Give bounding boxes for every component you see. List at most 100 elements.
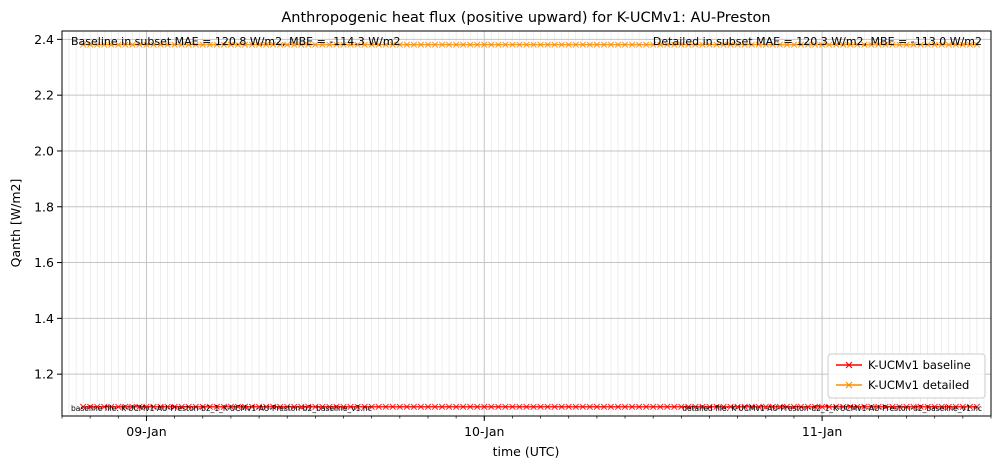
data-point [269, 41, 277, 48]
data-point [973, 403, 981, 410]
data-point [474, 403, 481, 410]
data-point [544, 41, 551, 48]
annotation-detailed-stats: Detailed in subset MAE = 120.3 W/m2, MBE… [653, 35, 982, 48]
data-point [79, 403, 87, 410]
data-point [354, 41, 361, 48]
annotation-baseline-file: baseline file: K-UCMv1-AU-Preston-b2_1_K… [71, 404, 372, 413]
x-tick-label: 09-Jan [126, 424, 166, 439]
data-point [326, 403, 333, 410]
data-point [136, 41, 143, 48]
data-point [882, 41, 889, 48]
data-point [284, 403, 291, 410]
data-point [818, 403, 826, 410]
data-point [825, 403, 833, 410]
data-point [396, 403, 403, 410]
plot-frame [61, 30, 992, 417]
data-point [86, 41, 94, 48]
data-point [150, 403, 157, 410]
data-point [664, 41, 671, 48]
data-point [621, 41, 629, 48]
data-point [347, 41, 354, 48]
data-point [213, 403, 220, 410]
data-point [741, 403, 748, 410]
data-point [185, 41, 192, 48]
data-point [333, 403, 340, 410]
data-point [269, 403, 277, 410]
data-point [277, 403, 284, 410]
data-point [607, 41, 615, 48]
data-point [382, 41, 389, 48]
data-point [361, 403, 368, 410]
data-point [833, 403, 840, 410]
data-point [931, 403, 938, 410]
data-point [248, 41, 256, 48]
data-point [206, 403, 213, 410]
data-point [199, 403, 206, 410]
data-point [122, 41, 129, 48]
data-point [917, 41, 924, 48]
data-point [516, 403, 523, 410]
data-point [516, 41, 523, 48]
data-point [628, 403, 636, 410]
data-point [248, 403, 256, 410]
data-point [678, 403, 685, 410]
data-point [551, 403, 558, 410]
data-point [804, 41, 812, 48]
data-point [101, 41, 108, 48]
data-point [206, 41, 213, 48]
data-point [614, 403, 622, 410]
data-point [94, 41, 101, 48]
data-point [769, 403, 776, 410]
data-point [424, 41, 432, 48]
data-point [664, 403, 671, 410]
data-point [720, 41, 727, 48]
y-tick-label: 1.6 [34, 255, 54, 270]
data-point [495, 403, 502, 410]
data-point [481, 403, 488, 410]
data-point [467, 41, 474, 48]
data-point [284, 41, 291, 48]
y-axis: 1.2 1.4 1.6 1.8 2.0 2.2 2.4 [34, 32, 62, 382]
data-point [635, 41, 643, 48]
data-point [586, 41, 593, 48]
data-point [291, 41, 298, 48]
data-point [783, 41, 791, 48]
data-point [495, 41, 502, 48]
data-point [368, 41, 375, 48]
data-point [262, 41, 270, 48]
data-point [164, 403, 171, 410]
legend-marker [845, 381, 853, 389]
data-point [389, 41, 396, 48]
data-point [840, 41, 847, 48]
data-point [171, 41, 178, 48]
data-point [811, 403, 819, 410]
data-point [847, 41, 854, 48]
legend: K-UCMv1 baseline K-UCMv1 detailed [827, 353, 986, 399]
data-point [628, 41, 636, 48]
data-point [481, 41, 488, 48]
data-point [86, 403, 94, 410]
data-point [657, 403, 664, 410]
data-point [178, 41, 185, 48]
data-point [903, 403, 910, 410]
data-point [171, 403, 178, 410]
data-point [642, 41, 650, 48]
data-point [312, 41, 319, 48]
data-point [811, 41, 819, 48]
y-tick-label: 2.2 [34, 88, 54, 103]
data-point [614, 41, 622, 48]
data-point [650, 41, 657, 48]
data-point [199, 41, 206, 48]
data-point [882, 403, 889, 410]
data-point [685, 403, 692, 410]
data-point [298, 403, 305, 410]
data-point [572, 403, 579, 410]
data-point [108, 403, 115, 410]
data-point [875, 41, 882, 48]
data-point [143, 41, 150, 48]
data-point [255, 403, 263, 410]
data-point [678, 41, 685, 48]
data-point [966, 41, 974, 48]
data-point [579, 403, 586, 410]
